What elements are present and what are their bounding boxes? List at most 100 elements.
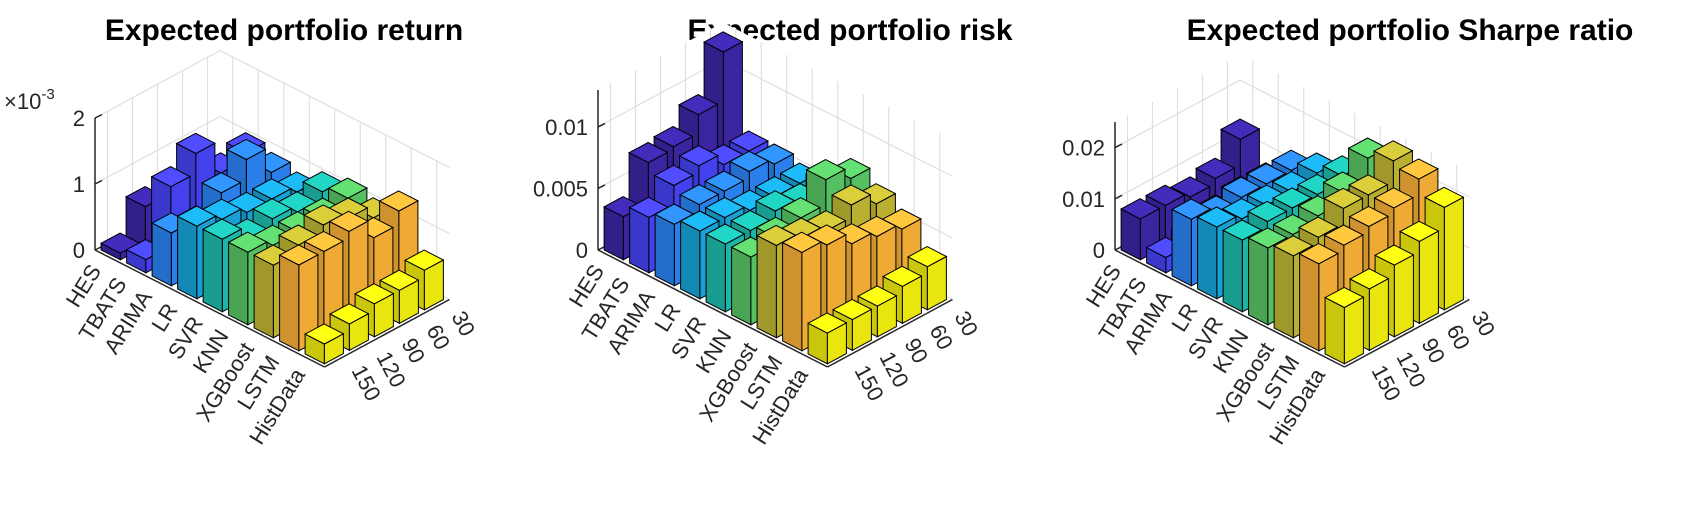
bar-side-face: [1368, 277, 1389, 352]
bar-top-face: [1196, 206, 1237, 228]
bar3d-plot: 00.0050.01HESTBATSARIMALRSVRKNNXGBoostLS…: [533, 22, 983, 449]
panel-sharpe: Expected portfolio Sharpe ratio 0 0.01 0.0…: [1062, 14, 1633, 449]
bar-top-face: [304, 323, 345, 345]
z-tick-label: 0: [73, 238, 85, 263]
bar: [304, 323, 345, 365]
bar-top-face: [1398, 158, 1439, 180]
bar-top-face: [805, 159, 846, 181]
bar-side-face: [1418, 230, 1439, 325]
bar: [1324, 286, 1365, 365]
bar-top-face: [907, 246, 948, 268]
bar-top-face: [202, 218, 243, 240]
bar-top-face: [1120, 198, 1161, 220]
bar-front-face: [1222, 229, 1243, 313]
bar-top-face: [832, 298, 873, 321]
bar-top-face: [1195, 157, 1236, 179]
window-axis: [827, 298, 953, 368]
bar-front-face: [1324, 296, 1345, 365]
bar-top-face: [653, 125, 694, 148]
bar-top-face: [728, 130, 769, 152]
z-tick-label: 0: [576, 238, 588, 263]
bar-top-face: [1273, 235, 1314, 257]
bar-top-face: [354, 283, 395, 305]
bar-top-face: [678, 94, 719, 116]
bar-top-face: [1348, 205, 1389, 228]
panel-return: Expected portfolio return ×10-3 012HESTB…: [4, 14, 480, 449]
bar-front-face: [1171, 208, 1192, 287]
exponent-label: ×10-3: [4, 86, 55, 114]
bar-top-face: [1349, 268, 1390, 290]
bar-front-face: [756, 234, 777, 339]
bar-top-face: [201, 172, 242, 194]
bar-top-face: [1145, 184, 1186, 206]
bar-top-face: [882, 265, 923, 287]
bar-top-face: [1171, 198, 1212, 220]
chart-title: Expected portfolio return: [105, 14, 463, 47]
bar-top-face: [1170, 176, 1211, 198]
bar-side-face: [1393, 254, 1414, 338]
bar-top-face: [379, 269, 420, 291]
bar-front-face: [705, 233, 726, 313]
chart-title: Expected portfolio Sharpe ratio: [1187, 14, 1634, 47]
bars: [1120, 118, 1465, 365]
z-tick: [597, 184, 606, 190]
bar-front-face: [279, 254, 300, 352]
bar-top-face: [327, 177, 368, 199]
bar-top-face: [303, 230, 344, 253]
bar-front-face: [253, 254, 274, 339]
z-tick-label: 0.01: [545, 115, 588, 140]
z-tick-label: 0: [1093, 238, 1105, 263]
bar-top-face: [1220, 118, 1261, 140]
grid-line: [94, 115, 450, 235]
bar-front-face: [202, 228, 223, 313]
z-tick: [1114, 143, 1123, 149]
z-tick-label: 0.01: [1062, 187, 1105, 212]
bar-front-face: [629, 206, 650, 274]
bar-top-face: [705, 223, 746, 245]
grid-line: [94, 49, 450, 169]
z-tick: [94, 113, 103, 119]
z-tick-label: 1: [73, 172, 85, 197]
bar-top-face: [175, 132, 216, 154]
bar-top-face: [653, 164, 694, 187]
bar-top-face: [729, 150, 770, 173]
z-tick: [597, 122, 606, 128]
bar-top-face: [404, 249, 445, 271]
window-axis: [324, 298, 450, 368]
bar-front-face: [1197, 216, 1218, 300]
bar-top-face: [1247, 200, 1288, 223]
bar3d-plot: 012HESTBATSARIMALRSVRKNNXGBoostLSTMHistD…: [61, 49, 480, 449]
bar-front-face: [1299, 253, 1320, 352]
bar-top-face: [807, 312, 848, 334]
bar-top-face: [1272, 187, 1313, 209]
bar-top-face: [1399, 220, 1440, 242]
bar-top-face: [1298, 243, 1339, 265]
bar: [1120, 198, 1161, 261]
z-tick: [1114, 194, 1123, 200]
bar-front-face: [731, 246, 752, 326]
z-tick: [94, 179, 103, 185]
bar-top-face: [1246, 163, 1287, 185]
bar-top-face: [1323, 224, 1364, 246]
bar-top-face: [628, 141, 669, 164]
bar-top-face: [679, 183, 720, 206]
z-tick-label: 0.005: [533, 176, 588, 201]
method-axis: [597, 249, 828, 368]
bar-top-face: [252, 198, 293, 220]
bar-top-face: [780, 197, 821, 219]
bar-top-face: [1374, 244, 1415, 266]
bar-top-face: [226, 138, 267, 161]
bar-front-face: [1248, 237, 1269, 326]
bar-top-face: [1373, 140, 1414, 162]
bar-top-face: [781, 231, 822, 253]
bar-top-face: [857, 285, 898, 307]
bar-top-face: [1222, 219, 1263, 241]
bar-top-face: [704, 170, 745, 192]
z-tick-label: 2: [73, 106, 85, 131]
bar-front-face: [654, 213, 675, 287]
bar-top-face: [227, 231, 268, 253]
bar-top-face: [703, 31, 744, 53]
bar-top-face: [278, 244, 319, 266]
bar-front-face: [680, 220, 701, 300]
